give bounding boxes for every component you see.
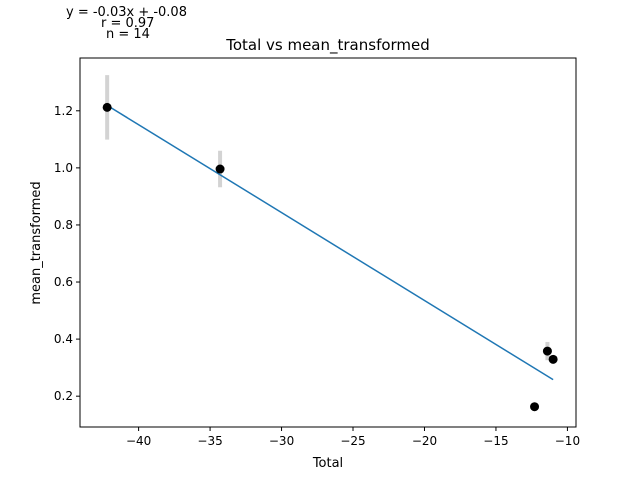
x-tick-label-3: −25 (340, 434, 365, 448)
y-tick-label-0: 0.2 (54, 389, 73, 403)
y-tick-label-2: 0.6 (54, 275, 73, 289)
r-annotation: r = 0.97 (101, 16, 155, 31)
data-point-4 (548, 354, 558, 364)
y-tick-label-4: 1.0 (54, 161, 73, 175)
y-tick-label-5: 1.2 (54, 104, 73, 118)
x-tick-label-6: −10 (555, 434, 580, 448)
x-tick-label-4: −20 (412, 434, 437, 448)
y-axis-label: mean_transformed (29, 181, 44, 304)
equation-annotation: y = -0.03x + -0.08 (66, 5, 187, 20)
data-point-1 (215, 164, 225, 174)
y-tick-label-3: 0.8 (54, 218, 73, 232)
x-tick-label-0: −40 (126, 434, 151, 448)
n-annotation: n = 14 (106, 27, 150, 42)
y-tick-label-1: 0.4 (54, 332, 73, 346)
data-point-3 (542, 346, 552, 356)
plot-frame (79, 57, 577, 428)
x-tick-label-1: −35 (197, 434, 222, 448)
data-point-2 (530, 402, 540, 412)
x-tick-label-2: −30 (269, 434, 294, 448)
fit-line (106, 104, 554, 381)
x-axis-label: Total (312, 456, 343, 471)
x-tick-label-5: −15 (483, 434, 508, 448)
data-point-0 (102, 102, 112, 112)
chart-title: Total vs mean_transformed (225, 36, 430, 55)
